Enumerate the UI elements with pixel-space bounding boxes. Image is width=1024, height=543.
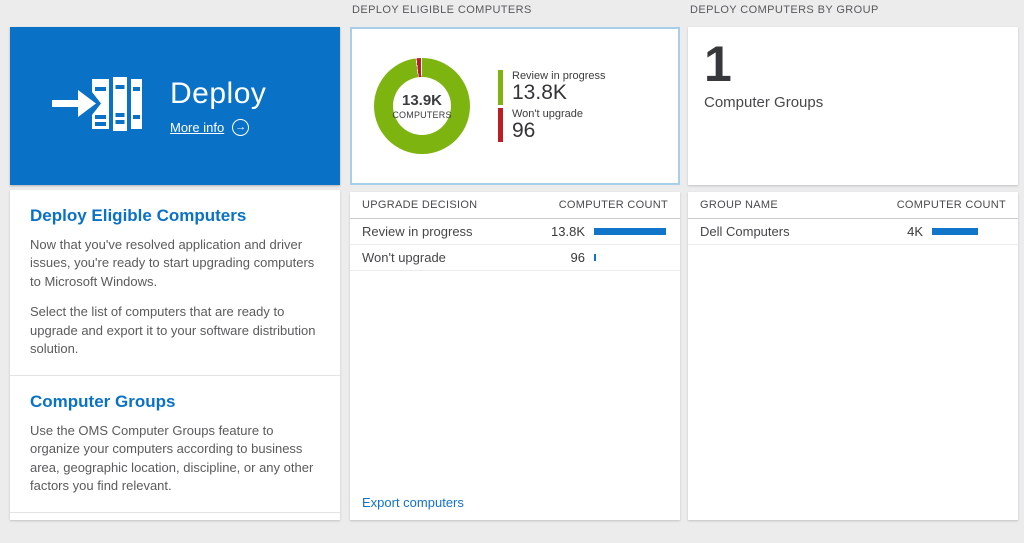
section-deploy-eligible-computers: Deploy Eligible Computers Now that you'v… (10, 190, 340, 376)
table-header: UPGRADE DECISION COMPUTER COUNT (350, 192, 680, 219)
donut-legend: Review in progress 13.8K Won't upgrade 9… (498, 70, 606, 142)
section-empty (10, 513, 340, 543)
deploy-tile[interactable]: Deploy More info → (10, 27, 340, 185)
table-header: GROUP NAME COMPUTER COUNT (688, 192, 1018, 219)
column-header-upgrade-decision: UPGRADE DECISION (362, 199, 478, 211)
donut-center-value: 13.9K (401, 92, 443, 109)
tile-title: Deploy (170, 76, 267, 110)
section-computer-groups: Computer Groups Use the OMS Computer Gro… (10, 376, 340, 513)
row-value: 13.8K (551, 224, 585, 239)
section-heading: Deploy Eligible Computers (30, 206, 247, 225)
donut-center-label: COMPUTERS (392, 110, 452, 120)
row-label: Won't upgrade (362, 250, 446, 265)
table-row[interactable]: Review in progress 13.8K (350, 219, 680, 245)
description-card: Deploy Eligible Computers Now that you'v… (10, 190, 340, 520)
section-paragraph: Select the list of computers that are re… (30, 304, 316, 357)
section-heading: Computer Groups (30, 391, 176, 411)
deploy-dashboard: DEPLOY ELIGIBLE COMPUTERS DEPLOY COMPUTE… (10, 4, 1018, 520)
more-info-link[interactable]: More info (170, 119, 225, 135)
count-bar (932, 228, 978, 235)
right-column-title: DEPLOY COMPUTERS BY GROUP (690, 4, 879, 16)
column-header-computer-count: COMPUTER COUNT (558, 199, 668, 211)
middle-column-title: DEPLOY ELIGIBLE COMPUTERS (352, 4, 532, 16)
row-value: 4K (907, 224, 923, 239)
legend-item-wont-upgrade: Won't upgrade 96 (498, 107, 606, 142)
eligible-computers-chart-card[interactable]: 13.9K COMPUTERS Review in progress 13.8K… (350, 27, 680, 185)
row-label: Review in progress (362, 224, 473, 239)
legend-label: Review in progress (512, 70, 606, 83)
donut-chart[interactable]: 13.9K COMPUTERS (374, 58, 470, 154)
more-info-arrow-icon[interactable]: → (232, 118, 250, 136)
upgrade-decision-table: UPGRADE DECISION COMPUTER COUNT Review i… (350, 192, 680, 520)
donut-center: 13.9K COMPUTERS (392, 77, 452, 135)
table-row[interactable]: Dell Computers 4K (688, 219, 1018, 245)
column-header-computer-count: COMPUTER COUNT (896, 199, 1006, 211)
section-paragraph: Now that you've resolved application and… (30, 237, 315, 289)
group-count: 1 (704, 36, 732, 92)
computer-groups-summary-card[interactable]: 1 Computer Groups (688, 27, 1018, 185)
section-paragraph: Use the OMS Computer Groups feature to o… (30, 422, 314, 494)
export-computers-link[interactable]: Export computers (362, 495, 464, 510)
computer-groups-table: GROUP NAME COMPUTER COUNT Dell Computers… (688, 192, 1018, 520)
legend-label: Won't upgrade (512, 107, 584, 120)
row-value: 96 (570, 250, 585, 265)
group-count-label: Computer Groups (704, 94, 824, 111)
legend-value: 13.8K (512, 81, 567, 105)
legend-item-review-in-progress: Review in progress 13.8K (498, 70, 606, 105)
legend-swatch-green (498, 70, 503, 105)
column-header-group-name: GROUP NAME (700, 199, 778, 211)
count-bar (594, 228, 666, 235)
row-label: Dell Computers (700, 224, 790, 239)
count-bar (594, 254, 596, 261)
table-row[interactable]: Won't upgrade 96 (350, 245, 680, 271)
deploy-icon (52, 71, 152, 142)
legend-value: 96 (512, 118, 536, 142)
legend-swatch-red (498, 107, 503, 142)
